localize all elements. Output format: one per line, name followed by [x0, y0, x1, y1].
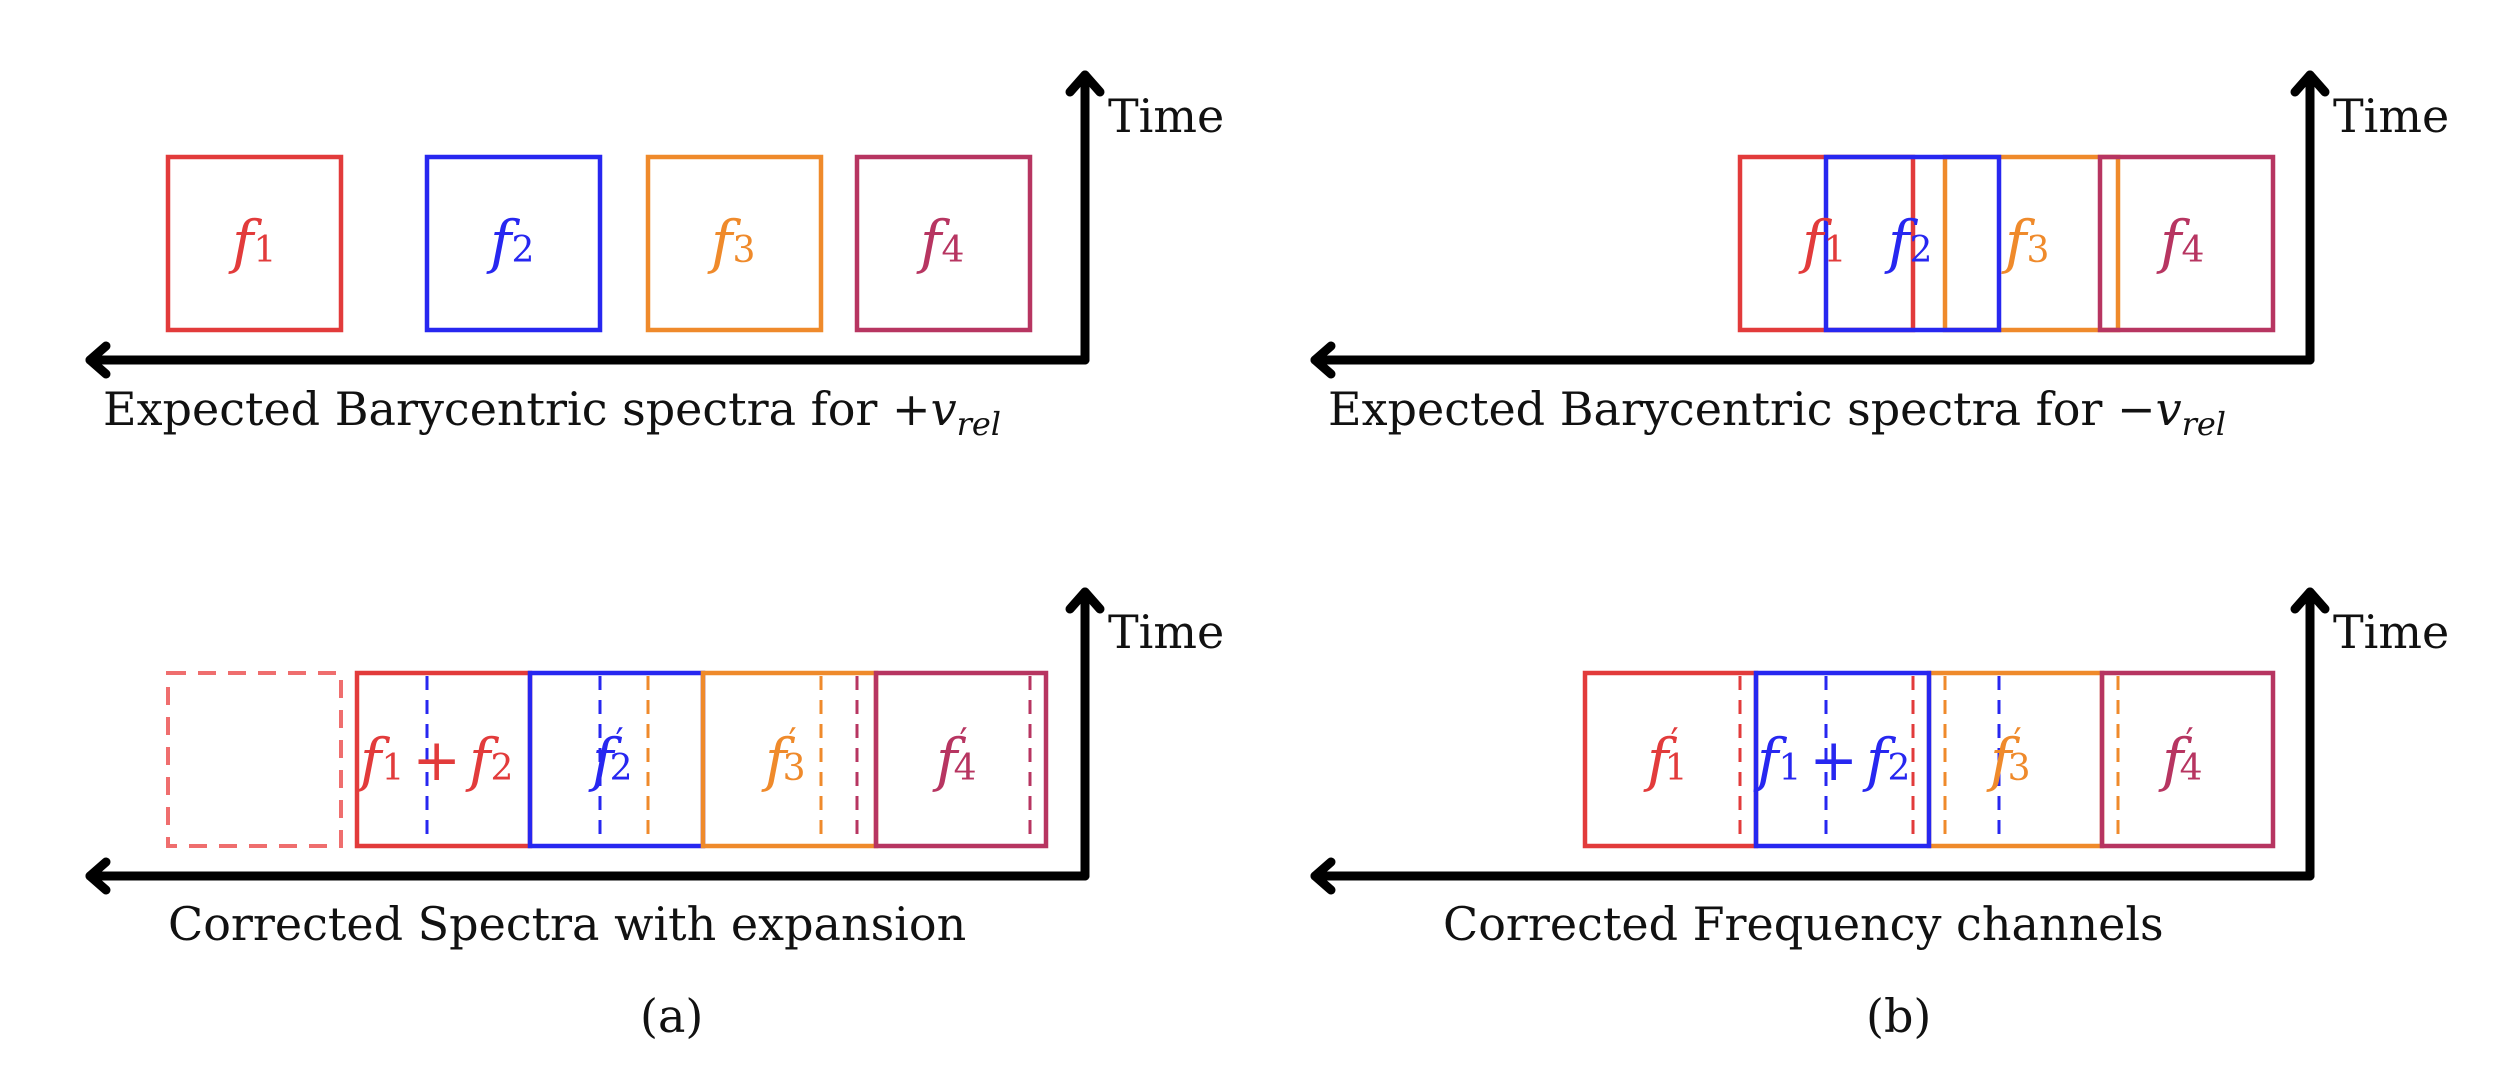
time-axis [85, 70, 1105, 379]
channel-box-f1-plus-f2 [1753, 670, 1932, 849]
channel-label-f1: f1 [228, 208, 276, 276]
channel-box-f3 [645, 154, 824, 333]
time-axis [1310, 70, 2330, 379]
subfigure-label-b: (b) [1866, 989, 1931, 1043]
channel-label-f3: f3 [2001, 208, 2049, 276]
channel-box-f2 [424, 154, 603, 333]
channel-label-f2: f2 [486, 208, 534, 276]
dashed-ghost-channel [166, 671, 343, 848]
panel-a-top: Time f1 f2 f3 f4 Expected Barycentric sp… [85, 70, 1224, 443]
channel-box-f2 [1823, 154, 2002, 333]
channel-box-f1 [165, 154, 344, 333]
channel-box-f3 [1942, 154, 2121, 333]
time-label: Time [1108, 89, 1224, 143]
panel-a-bottom: Time f1 + f2 f′ 2 f′ 3 f′ 4 Corrected Spectra… [85, 587, 1224, 951]
panel-b-bottom: Time f′ 1 f1 + f2 f′ 3 f′ 4 Corrected Frequen… [1310, 587, 2449, 951]
channel-label-f4: f4 [916, 208, 964, 276]
channel-label-f3: f3 [707, 208, 755, 276]
channel-box-f4-prime [2099, 670, 2276, 849]
time-label: Time [2333, 605, 2449, 659]
time-axis [1310, 587, 2330, 895]
time-axis [85, 587, 1105, 895]
time-label: Time [1108, 605, 1224, 659]
channel-label-f1-plus-f2: f1 + f2 [1753, 726, 1910, 794]
channel-label-f4-prime: f′ 4 [2158, 722, 2203, 794]
panel-caption: Corrected Frequency channels [1443, 897, 2164, 951]
time-label: Time [2333, 89, 2449, 143]
panel-caption: Expected Barycentric spectra for +vrel [103, 382, 1001, 443]
channel-label-f2: f2 [1884, 208, 1932, 276]
channel-label-f1: f1 [1798, 208, 1846, 276]
panel-b-top: Time f1 f2 f3 f4 Expected Barycentric sp… [1310, 70, 2449, 443]
channel-label-f1-prime: f′ 1 [1643, 722, 1688, 794]
channel-label-f4-prime: f′ 4 [932, 722, 977, 794]
channel-box-f4-prime [873, 670, 1049, 849]
channel-label-f4: f4 [2156, 208, 2204, 276]
subfigure-label-a: (a) [640, 989, 703, 1043]
channel-box-f4 [854, 154, 1033, 333]
channel-label-f1-plus-f2: f1 + f2 [356, 726, 513, 794]
panel-caption: Expected Barycentric spectra for −vrel [1328, 382, 2226, 443]
panel-caption: Corrected Spectra with expansion [168, 897, 966, 951]
channel-label-f3-prime: f′ 3 [761, 722, 806, 794]
channel-label-f2-prime: f′ 2 [588, 722, 633, 794]
channel-label-f3-prime: f′ 3 [1986, 722, 2031, 794]
channel-box-f4 [2097, 154, 2276, 333]
